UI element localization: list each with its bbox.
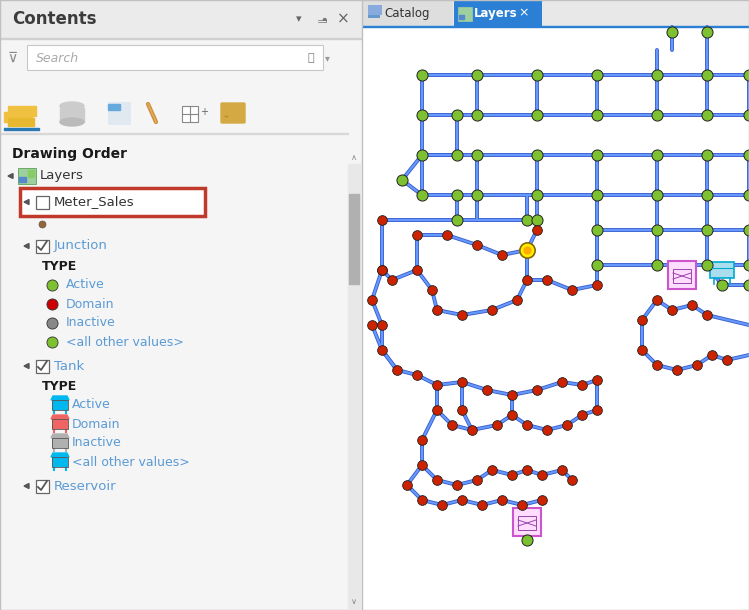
Bar (52, 438, 68, 448)
Bar (0, 0, 362, 38)
Ellipse shape (60, 102, 84, 110)
Bar (52, 419, 68, 429)
Text: Drawing Order: Drawing Order (12, 147, 127, 161)
Text: Junction: Junction (54, 240, 108, 253)
Bar (8, 118, 34, 126)
Bar (4, 112, 32, 122)
Bar (8, 106, 36, 116)
Polygon shape (24, 243, 29, 248)
Bar (52, 438, 68, 448)
Text: Domain: Domain (72, 417, 121, 431)
Text: TYPE: TYPE (42, 379, 77, 392)
Text: Reservoir: Reservoir (54, 479, 117, 492)
Bar (60, 108, 84, 122)
Text: ∨: ∨ (351, 597, 357, 606)
Polygon shape (24, 199, 29, 204)
Bar (362, 26, 749, 27)
Text: Catalog: Catalog (384, 7, 429, 20)
Polygon shape (51, 415, 69, 419)
Text: Meter_Sales: Meter_Sales (54, 195, 135, 209)
Text: ×: × (518, 7, 529, 20)
Bar (513, 508, 541, 536)
Text: 🔍: 🔍 (308, 53, 315, 63)
Bar (349, 194, 359, 284)
Bar (36, 240, 49, 253)
Bar (52, 457, 68, 467)
Bar (18, 168, 36, 184)
Polygon shape (8, 173, 13, 179)
Text: Contents: Contents (12, 10, 97, 28)
Polygon shape (24, 484, 29, 489)
Text: Layers: Layers (40, 170, 84, 182)
Bar (673, 269, 691, 283)
Text: Layers: Layers (474, 7, 518, 20)
Bar (36, 359, 49, 373)
Bar (52, 457, 68, 467)
Bar (459, 15, 464, 19)
Bar (52, 419, 68, 429)
Text: Inactive: Inactive (72, 437, 122, 450)
Bar (0, 133, 348, 134)
Text: ▾: ▾ (325, 53, 330, 63)
Text: ▾: ▾ (296, 14, 302, 24)
Text: +: + (200, 107, 208, 117)
Bar (28, 170, 34, 177)
FancyBboxPatch shape (221, 103, 245, 123)
Bar (362, 0, 749, 26)
Polygon shape (51, 453, 69, 457)
Polygon shape (51, 396, 69, 400)
Bar (458, 7, 472, 21)
Bar (52, 400, 68, 410)
Text: Domain: Domain (66, 298, 115, 310)
Text: ⊽: ⊽ (8, 51, 18, 65)
Text: Search: Search (36, 51, 79, 65)
Bar (362, 1, 452, 26)
Bar (368, 5, 382, 15)
Bar (454, 0, 542, 26)
Bar (19, 177, 26, 182)
Text: Active: Active (66, 279, 105, 292)
FancyBboxPatch shape (28, 46, 324, 71)
Bar (518, 516, 536, 530)
Polygon shape (24, 364, 29, 368)
Polygon shape (51, 434, 69, 438)
Text: ×: × (337, 12, 350, 26)
Bar (36, 479, 49, 492)
Text: <all other values>: <all other values> (66, 336, 184, 348)
Bar (668, 261, 696, 289)
Bar (4, 127, 39, 130)
Bar (182, 106, 198, 122)
Bar (108, 102, 130, 124)
Text: Tank: Tank (54, 359, 84, 373)
Bar (52, 400, 68, 410)
Text: Inactive: Inactive (66, 317, 116, 329)
Bar (710, 262, 734, 278)
Ellipse shape (60, 118, 84, 126)
Bar (36, 195, 49, 209)
Bar (108, 104, 120, 110)
Text: ¶: ¶ (316, 15, 326, 23)
Bar (348, 164, 360, 608)
Text: TYPE: TYPE (42, 259, 77, 273)
Bar (368, 9, 380, 18)
Text: ∧: ∧ (351, 153, 357, 162)
Bar (0, 38, 362, 39)
Bar (20, 188, 205, 216)
Text: <all other values>: <all other values> (72, 456, 189, 468)
Text: Active: Active (72, 398, 111, 412)
